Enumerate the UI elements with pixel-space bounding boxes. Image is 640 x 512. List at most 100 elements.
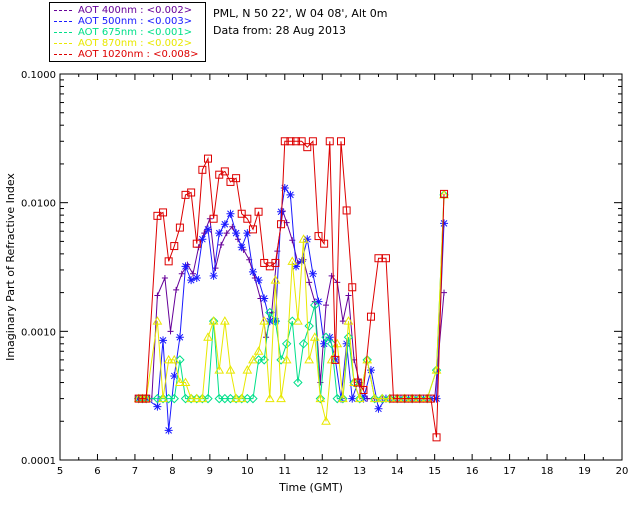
legend-label-1020: AOT 1020nm : <0.008> bbox=[78, 49, 199, 60]
data-point-1-9 bbox=[187, 276, 196, 285]
data-point-2-32 bbox=[315, 393, 326, 404]
data-point-0-51 bbox=[441, 289, 448, 296]
data-point-2-23 bbox=[265, 307, 275, 318]
data-point-1-28 bbox=[292, 262, 301, 271]
data-point-4-8 bbox=[181, 190, 190, 199]
date-info: Data from: 28 Aug 2013 bbox=[213, 24, 347, 37]
legend-item-400: AOT 400nm : <0.002> bbox=[54, 5, 192, 17]
x-tick-label-8: 8 bbox=[169, 466, 175, 477]
data-point-4-5 bbox=[164, 257, 173, 266]
legend-label-400: AOT 400nm : <0.002> bbox=[78, 5, 193, 16]
data-point-3-37 bbox=[343, 316, 354, 325]
data-point-4-35 bbox=[331, 355, 340, 364]
data-point-2-12 bbox=[203, 393, 213, 404]
data-point-1-8 bbox=[181, 262, 190, 271]
y-tick-label-0.0100: 0.0100 bbox=[21, 199, 56, 210]
data-point-4-34 bbox=[325, 137, 334, 146]
data-point-2-27 bbox=[287, 316, 298, 326]
data-point-2-40 bbox=[362, 355, 372, 365]
series-layer bbox=[133, 137, 449, 442]
data-point-0-6 bbox=[167, 328, 174, 335]
data-point-4-43 bbox=[381, 254, 390, 263]
series-line-1 bbox=[138, 186, 445, 431]
data-point-3-25 bbox=[276, 393, 286, 403]
data-point-0-34 bbox=[323, 302, 330, 309]
data-point-1-20 bbox=[248, 267, 257, 276]
data-point-3-27 bbox=[287, 256, 298, 265]
data-point-2-49 bbox=[431, 365, 442, 375]
x-tick-label-7: 7 bbox=[132, 466, 138, 477]
data-point-1-7 bbox=[175, 333, 184, 342]
legend-item-1020: AOT 1020nm : <0.008> bbox=[54, 49, 198, 61]
data-point-3-40 bbox=[362, 354, 373, 364]
data-point-2-39 bbox=[355, 393, 365, 404]
data-point-2-7 bbox=[175, 355, 185, 365]
data-point-3-5 bbox=[163, 354, 174, 364]
legend-swatch-870 bbox=[54, 42, 72, 44]
data-point-4-36 bbox=[337, 137, 345, 146]
data-point-4-49 bbox=[426, 394, 435, 403]
y-tick-label-0.0010: 0.0010 bbox=[21, 327, 56, 338]
legend-label-500: AOT 500nm : <0.003> bbox=[78, 16, 193, 27]
data-point-1-4 bbox=[159, 336, 168, 345]
data-point-1-18 bbox=[237, 243, 246, 252]
data-point-3-19 bbox=[242, 365, 253, 374]
data-point-3-7 bbox=[175, 377, 185, 387]
data-point-0-5 bbox=[161, 274, 168, 281]
data-point-2-41 bbox=[370, 393, 380, 404]
data-point-1-6 bbox=[170, 371, 179, 380]
data-point-3-32 bbox=[315, 393, 326, 403]
axis-layer: 5 6 7 8 9 10 11 12 13 14 15 16 17 18 19 20 0.0001 0.0010 0… bbox=[21, 70, 628, 477]
data-point-1-31 bbox=[308, 269, 317, 278]
data-point-1-42 bbox=[374, 404, 383, 413]
data-point-4-19 bbox=[243, 214, 252, 223]
x-tick-label-15: 15 bbox=[428, 466, 441, 477]
data-point-3-22 bbox=[259, 316, 270, 325]
y-tick-label-0.1000: 0.1000 bbox=[21, 70, 56, 81]
data-point-0-10 bbox=[190, 270, 197, 277]
x-tick-label-14: 14 bbox=[391, 466, 404, 477]
data-point-3-33 bbox=[321, 416, 331, 425]
data-point-1-38 bbox=[348, 394, 357, 403]
data-point-4-21 bbox=[254, 207, 263, 216]
data-point-4-28 bbox=[292, 137, 301, 146]
data-point-0-4 bbox=[154, 292, 161, 299]
y-tick-label-0.0001: 0.0001 bbox=[21, 456, 56, 467]
data-point-1-17 bbox=[232, 229, 241, 238]
data-point-4-41 bbox=[366, 312, 375, 321]
data-point-2-28 bbox=[293, 377, 303, 388]
data-point-1-3 bbox=[153, 402, 162, 411]
legend-item-675: AOT 675nm : <0.001> bbox=[54, 27, 192, 39]
data-point-2-26 bbox=[281, 339, 292, 349]
data-point-2-34 bbox=[326, 339, 337, 349]
legend-swatch-500 bbox=[54, 20, 72, 22]
data-point-1-30 bbox=[303, 235, 312, 244]
legend-label-675: AOT 675nm : <0.001> bbox=[78, 27, 193, 38]
data-point-0-23 bbox=[263, 334, 270, 341]
data-point-4-51 bbox=[440, 189, 449, 198]
data-point-1-16 bbox=[226, 209, 235, 218]
data-point-3-23 bbox=[264, 393, 275, 403]
data-point-3-15 bbox=[219, 316, 230, 325]
data-point-3-24 bbox=[270, 275, 281, 284]
data-point-1-21 bbox=[254, 276, 263, 285]
legend-swatch-400 bbox=[54, 9, 72, 11]
data-point-1-15 bbox=[220, 220, 229, 229]
data-point-4-26 bbox=[280, 137, 289, 146]
x-tick-label-12: 12 bbox=[316, 466, 329, 477]
legend-item-870: AOT 870nm : <0.002> bbox=[54, 38, 192, 50]
x-tick-label-9: 9 bbox=[207, 466, 213, 477]
x-tick-label-6: 6 bbox=[94, 466, 100, 477]
data-point-2-6 bbox=[169, 393, 179, 404]
data-point-3-36 bbox=[338, 393, 348, 403]
data-point-3-42 bbox=[377, 393, 388, 403]
data-point-3-11 bbox=[197, 393, 208, 403]
data-point-4-6 bbox=[170, 242, 179, 251]
data-point-1-19 bbox=[243, 229, 252, 238]
data-point-1-11 bbox=[198, 235, 207, 244]
x-axis-label: Time (GMT) bbox=[278, 481, 343, 494]
data-point-1-12 bbox=[203, 225, 212, 234]
legend-swatch-675 bbox=[54, 31, 72, 33]
data-point-4-17 bbox=[232, 174, 241, 183]
data-point-1-51 bbox=[440, 219, 449, 228]
